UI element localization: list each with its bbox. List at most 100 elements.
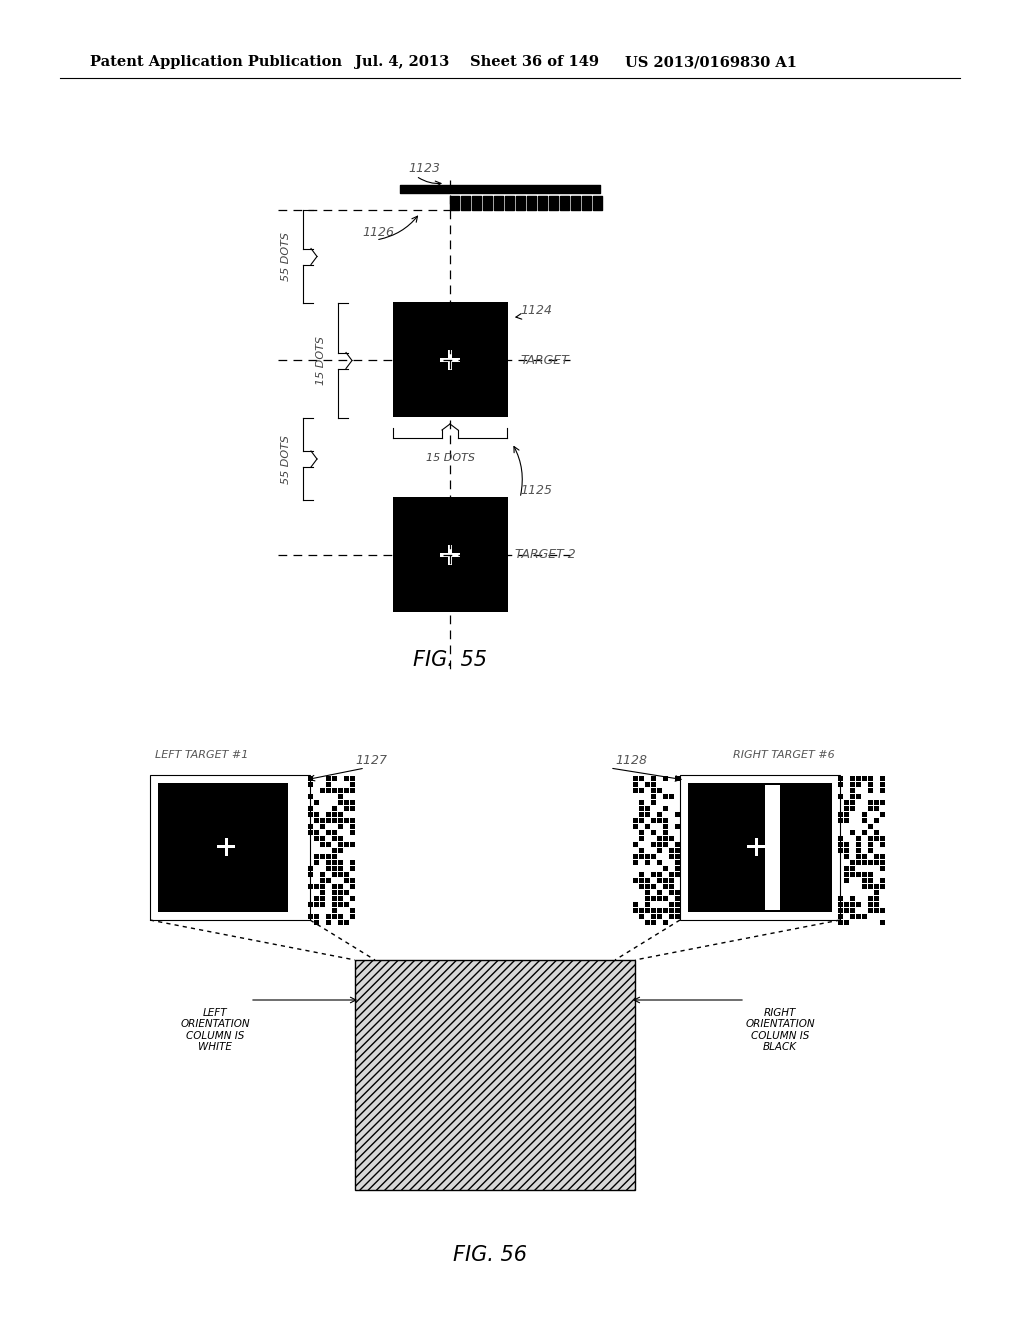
Bar	[868, 788, 873, 793]
Bar	[338, 866, 343, 871]
Bar	[319, 842, 325, 847]
Bar	[651, 842, 656, 847]
Bar	[332, 807, 337, 810]
Bar	[326, 913, 331, 919]
Text: RIGHT
ORIENTATION
COLUMN IS
BLACK: RIGHT ORIENTATION COLUMN IS BLACK	[745, 1007, 815, 1052]
Bar	[639, 854, 644, 859]
Bar	[850, 795, 855, 799]
Text: FIG. 56: FIG. 56	[453, 1245, 527, 1265]
Bar	[657, 788, 662, 793]
Bar	[868, 800, 873, 805]
Bar	[350, 913, 355, 919]
Bar	[308, 866, 313, 871]
Bar	[838, 795, 843, 799]
Bar	[651, 884, 656, 888]
Bar	[645, 896, 650, 902]
Text: 1123: 1123	[408, 161, 440, 174]
Bar	[675, 866, 680, 871]
Text: TARGET 2: TARGET 2	[515, 549, 575, 561]
Bar	[880, 788, 885, 793]
Bar	[633, 878, 638, 883]
Bar	[332, 836, 337, 841]
Bar	[326, 842, 331, 847]
Bar	[874, 836, 879, 841]
Bar	[850, 776, 855, 781]
Bar	[314, 913, 319, 919]
Bar	[874, 902, 879, 907]
Bar	[288, 783, 302, 912]
Bar	[880, 884, 885, 888]
Bar	[332, 812, 337, 817]
Bar	[332, 913, 337, 919]
Bar	[314, 896, 319, 902]
Bar	[663, 896, 668, 902]
Bar	[319, 873, 325, 876]
Bar	[355, 960, 635, 1191]
Bar	[868, 908, 873, 913]
Text: 1127: 1127	[355, 754, 387, 767]
Bar	[651, 818, 656, 822]
Bar	[338, 861, 343, 865]
Bar	[657, 896, 662, 902]
Bar	[880, 854, 885, 859]
Text: 15 DOTS: 15 DOTS	[316, 337, 326, 385]
Bar	[651, 854, 656, 859]
Bar	[663, 818, 668, 822]
Bar	[675, 902, 680, 907]
Bar	[449, 360, 452, 370]
Bar	[326, 854, 331, 859]
Bar	[639, 913, 644, 919]
Bar	[633, 908, 638, 913]
Text: Patent Application Publication: Patent Application Publication	[90, 55, 342, 69]
Bar	[663, 824, 668, 829]
Bar	[639, 873, 644, 876]
Bar	[319, 884, 325, 888]
Bar	[319, 878, 325, 883]
Bar	[862, 913, 867, 919]
Bar	[856, 776, 861, 781]
Bar	[856, 842, 861, 847]
Bar	[314, 818, 319, 822]
Bar	[355, 960, 635, 1191]
Bar	[350, 861, 355, 865]
Bar	[639, 800, 644, 805]
Bar	[868, 836, 873, 841]
Text: 55 DOTS: 55 DOTS	[281, 232, 291, 281]
Bar	[868, 824, 873, 829]
Bar	[350, 908, 355, 913]
Bar	[868, 902, 873, 907]
Bar	[844, 866, 849, 871]
Bar	[862, 873, 867, 876]
Bar	[663, 776, 668, 781]
Bar	[868, 776, 873, 781]
Bar	[862, 812, 867, 817]
Bar	[350, 878, 355, 883]
Bar	[856, 861, 861, 865]
Bar	[314, 884, 319, 888]
Bar	[850, 781, 855, 787]
Bar	[344, 902, 349, 907]
Text: 15 DOTS: 15 DOTS	[426, 453, 474, 463]
Bar	[663, 866, 668, 871]
Bar	[856, 781, 861, 787]
Bar	[639, 807, 644, 810]
Bar	[326, 818, 331, 822]
Bar	[669, 854, 674, 859]
Text: 1128: 1128	[615, 754, 647, 767]
Bar	[756, 845, 765, 847]
Bar	[675, 913, 680, 919]
Bar	[308, 781, 313, 787]
Bar	[663, 920, 668, 925]
Bar	[319, 896, 325, 902]
Bar	[639, 812, 644, 817]
Bar	[868, 896, 873, 902]
Bar	[450, 553, 460, 557]
Bar	[332, 866, 337, 871]
Bar	[338, 896, 343, 902]
Bar	[675, 908, 680, 913]
Bar	[350, 842, 355, 847]
Bar	[332, 788, 337, 793]
Bar	[838, 920, 843, 925]
Bar	[669, 795, 674, 799]
Bar	[338, 884, 343, 888]
